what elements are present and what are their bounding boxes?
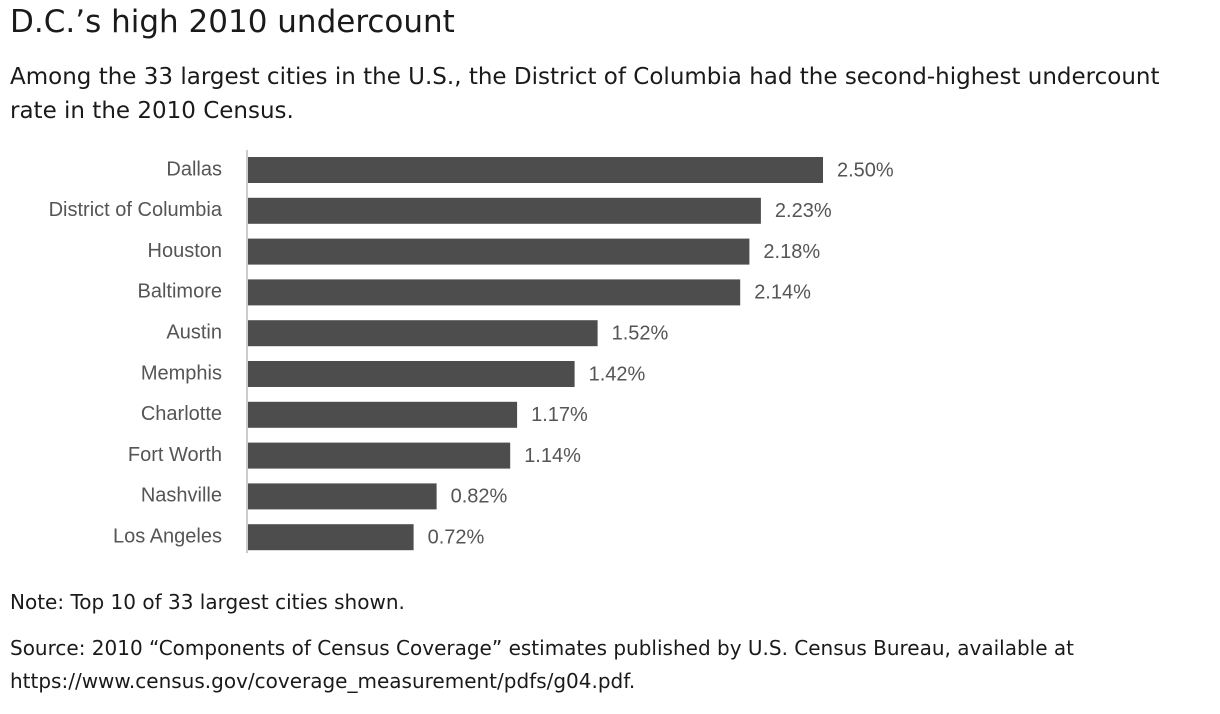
value-label: 2.23% bbox=[775, 200, 832, 222]
category-label: Houston bbox=[148, 240, 223, 262]
category-label: Dallas bbox=[166, 158, 222, 180]
bar bbox=[248, 197, 761, 224]
bar bbox=[248, 238, 750, 265]
source: Source: 2010 “Components of Census Cover… bbox=[10, 636, 1074, 693]
chart-title: D.C.’s high 2010 undercount bbox=[10, 4, 455, 40]
value-label: 0.82% bbox=[451, 486, 508, 508]
value-label: 1.17% bbox=[531, 404, 588, 426]
chart-subtitle: Among the 33 largest cities in the U.S.,… bbox=[10, 64, 1160, 124]
value-label: 1.42% bbox=[589, 363, 646, 385]
bar bbox=[248, 279, 741, 306]
category-label: Baltimore bbox=[138, 281, 222, 303]
category-label: District of Columbia bbox=[49, 199, 223, 221]
value-label: 2.18% bbox=[763, 241, 820, 263]
category-label: Los Angeles bbox=[113, 525, 222, 547]
value-label: 1.52% bbox=[612, 322, 669, 344]
bar bbox=[248, 157, 823, 183]
category-label: Fort Worth bbox=[128, 444, 222, 466]
category-label: Austin bbox=[166, 321, 222, 343]
value-label: 0.72% bbox=[428, 526, 485, 548]
bar bbox=[248, 483, 437, 510]
bar bbox=[248, 524, 414, 551]
value-label: 2.50% bbox=[837, 159, 894, 181]
value-label: 2.14% bbox=[754, 282, 811, 304]
bar bbox=[248, 401, 518, 428]
value-label: 1.14% bbox=[524, 445, 581, 467]
chart: Dallas 2.50% District of Columbia 2.23% Hous… bbox=[49, 150, 894, 553]
bar bbox=[248, 320, 598, 347]
bar bbox=[248, 442, 511, 469]
category-label: Memphis bbox=[141, 362, 222, 384]
note: Note: Top 10 of 33 largest cities shown. bbox=[10, 590, 405, 614]
category-label: Charlotte bbox=[141, 403, 222, 425]
category-label: Nashville bbox=[141, 485, 222, 507]
bar bbox=[248, 361, 575, 387]
